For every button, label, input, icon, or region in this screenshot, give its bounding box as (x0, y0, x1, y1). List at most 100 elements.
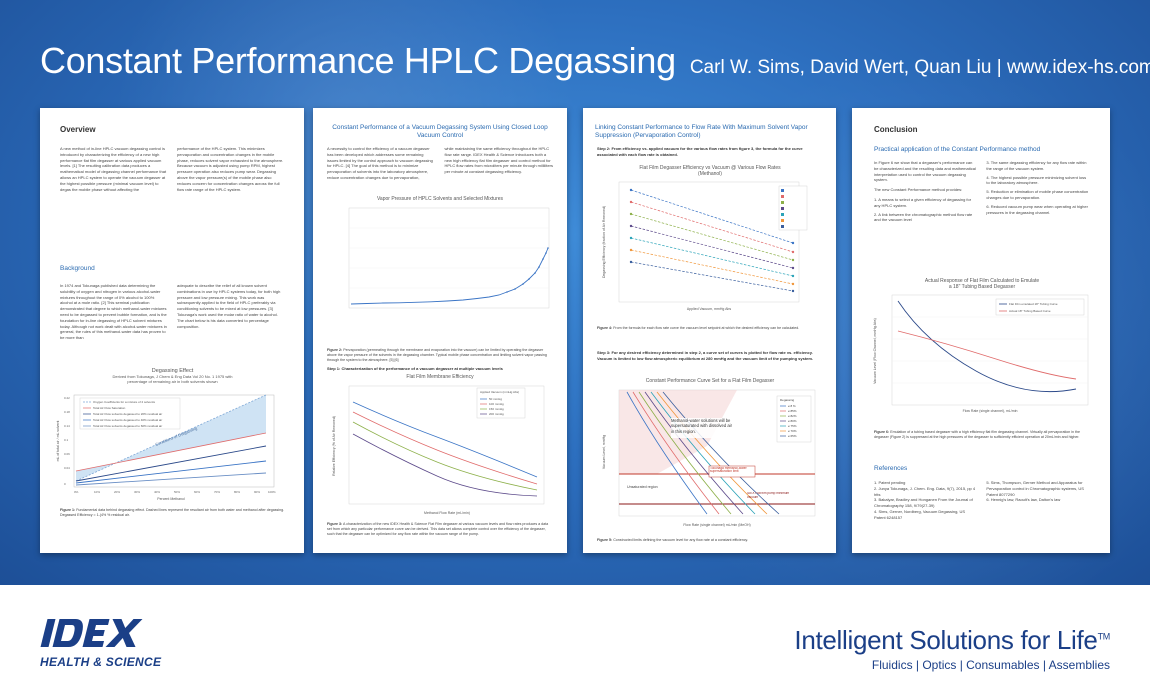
legend-item: Actual 18" Tubing Based Curve (1009, 309, 1051, 313)
emulation-chart: Flat Film emulated 18" Tubing Curve Actu… (873, 294, 1089, 413)
panel-linking-performance: Linking Constant Performance to Flow Rat… (583, 108, 836, 553)
legend-item: Total Air Flow solvents degassed to 60% … (93, 424, 162, 428)
vapor-pressure-series (350, 247, 549, 305)
legend-item: Total Air Flow Saturation (93, 406, 126, 410)
series-150-mmhg (352, 421, 538, 491)
legend-title: Applied Vacuum (mmHg Abs) (480, 390, 519, 394)
poster-header: Constant Performance HPLC Degassing Carl… (40, 40, 1150, 90)
svg-text:90%: 90% (254, 490, 260, 494)
benefit-item: 5. Reduction or elimination of mobile ph… (986, 189, 1089, 200)
panel2-intro-col2: while maintaining the same efficiency th… (444, 146, 554, 175)
vapor-pressure-chart (348, 207, 550, 309)
idex-logo-subtitle: HEALTH & SCIENCE (40, 655, 162, 669)
panel3-heading: Linking Constant Performance to Flow Rat… (595, 124, 808, 140)
svg-text:60%: 60% (194, 490, 200, 494)
reference-item: 1. Patent pending (874, 480, 906, 485)
emulation-chart-ylabel: Vacuum Level (Flow Channel, mmHg Abs) (873, 318, 877, 384)
degassed-60-line (75, 472, 267, 486)
svg-text:≥ 75%: ≥ 75% (788, 424, 797, 428)
svg-text:80%: 80% (234, 490, 240, 494)
svg-text:200 mmHg: 200 mmHg (489, 412, 504, 416)
benefit-item: 1. A means to select a given efficiency … (874, 196, 972, 208)
reference-item: 5. Sims, Thompson, Gerner Method and App… (986, 480, 1084, 497)
footer-subtagline: Fluidics | Optics | Consumables | Assemb… (871, 658, 1110, 672)
figure-3-caption: Figure 3: A characterization of the new … (327, 522, 549, 537)
efficiency-vacuum-xlabel: Applied Vacuum, mmHg Abs (687, 307, 732, 311)
poster-title: Constant Performance HPLC Degassing (40, 40, 676, 81)
svg-text:70%: 70% (214, 490, 220, 494)
flow-rate-line (630, 261, 794, 292)
benefit-item: 2. A link between the chromatographic me… (874, 211, 973, 223)
efficiency-vacuum-chart-title: Flat Film Degasser Efficiency vs Vacuum … (639, 165, 781, 171)
efficiency-chart-ylabel: Relative Efficiency (% of Air Removed) (332, 416, 336, 476)
figure-5-caption: Figure 5: Constructed limits defining th… (597, 538, 749, 542)
svg-text:0.18: 0.18 (64, 410, 70, 414)
panel-overview: Overview A new method of in-line HPLC va… (40, 108, 304, 553)
efficiency-chart-title: Flat Film Membrane Efficiency (406, 374, 474, 380)
figure-1-caption: Figure 1: Fundamental data behind degass… (60, 508, 285, 518)
benefit-item: 6. Reduced vacuum pump wear when operati… (986, 203, 1088, 215)
conclusion-heading: Conclusion (874, 125, 918, 134)
flow-rate-line (630, 189, 794, 244)
footer-tagline: Intelligent Solutions for LifeTM (794, 625, 1110, 655)
supersaturated-annotation: Methanol-water solutions will be supersa… (671, 418, 732, 434)
efficiency-curve (656, 391, 768, 515)
svg-text:20%: 20% (114, 490, 120, 494)
reference-item: 3. Bakalyar, Bradley and Honganen From t… (874, 497, 973, 509)
references-col2: 5. Sims, Thompson, Gerner Method and App… (986, 480, 1090, 521)
practical-application-heading: Practical application of the Constant Pe… (874, 146, 1041, 153)
emulation-chart-xlabel: Flow Rate (single channel), mL/min (963, 409, 1018, 413)
svg-text:0: 0 (64, 482, 66, 486)
poster-banner: Constant Performance HPLC Degassing Carl… (0, 0, 1150, 585)
step-3-text: Step 3: For any desired efficiency deter… (597, 350, 814, 361)
overview-col1: A new method of in-line HPLC vacuum dega… (60, 146, 167, 192)
step-1-text: Step 1: Characterization of the performa… (327, 366, 503, 371)
efficiency-vacuum-chart: Applied Vacuum, mmHg Abs Degassing Effic… (602, 181, 808, 311)
svg-text:0.06: 0.06 (64, 452, 70, 456)
svg-text:40%: 40% (154, 490, 160, 494)
emulation-chart-subtitle: a 18" Tubing Based Degasser (948, 284, 1016, 290)
references-heading: References (874, 465, 908, 472)
svg-text:≥ 70%: ≥ 70% (788, 429, 797, 433)
actual-tubing-curve (897, 330, 1077, 380)
series-100-mmhg (352, 411, 538, 485)
idex-logo (40, 619, 143, 647)
svg-text:≥ 82%: ≥ 82% (788, 414, 797, 418)
legend-item: Flat Film emulated 18" Tubing Curve (1009, 302, 1058, 306)
degassing-chart-subtitle-1: Derived from Tokunaga, J Chem & Eng Data… (112, 374, 233, 379)
svg-text:≥ 8 %: ≥ 8 % (788, 404, 796, 408)
conclusion-col2: 3. The same degassing efficiency for any… (986, 160, 1090, 226)
degassing-chart-ylabel: mL of total air / mL solvent (56, 421, 60, 462)
degassing-chart-xlabel: Percent Methanol (157, 497, 185, 501)
membrane-efficiency-chart: Applied Vacuum (mmHg Abs) 50 mmHg 100 mm… (332, 385, 545, 515)
curve-set-chart: Methanol-water solutions will be supersa… (602, 389, 816, 527)
svg-text:30%: 30% (134, 490, 140, 494)
degassing-effect-chart: Conditions of Outgassing 0.220.180.14 0.… (56, 394, 276, 501)
supersaturation-limit-label: Tokunaga methanol-water supersaturation … (710, 466, 747, 474)
efficiency-curve (632, 391, 720, 515)
background-col1: In 1974 and Tokunaga published data dete… (60, 283, 167, 341)
efficiency-curve (638, 391, 732, 515)
figure-4-caption: Figure 4: From the formula for each flow… (597, 326, 800, 330)
curve-set-xlabel: Flow Rate (single channel) mL/min (MeOH) (683, 523, 750, 527)
curve-legend-title: Degassing (780, 398, 795, 402)
poster-authors: Carl W. Sims, David Wert, Quan Liu | www… (689, 57, 1150, 78)
degassing-chart-subtitle-2: percentage of remaining air in both solv… (127, 379, 218, 384)
figure-6-caption: Figure 6: Emulation of a tubing based de… (874, 430, 1081, 440)
svg-text:50%: 50% (174, 490, 180, 494)
legend-item: Total Air Flow solvents degassed to 20% … (93, 412, 162, 416)
poster-footer: HEALTH & SCIENCE Intelligent Solutions f… (0, 585, 1150, 690)
overview-col2: performance of the HPLC system. This min… (177, 146, 284, 192)
legend-item: Oxygen Coefficients for a mixture of 2 s… (93, 400, 155, 404)
background-col2: adequate to describe the relief of all k… (177, 283, 281, 329)
svg-text:0.14: 0.14 (64, 424, 70, 428)
benefit-item: 4. The highest possible pressure minimiz… (986, 174, 1087, 186)
flow-rate-line (630, 249, 794, 285)
svg-text:≥ 85%: ≥ 85% (788, 409, 797, 413)
svg-text:0.22: 0.22 (64, 396, 70, 400)
panel-conclusion: Conclusion Practical application of the … (852, 108, 1110, 553)
panel2-intro-col1: A necessity to control the efficiency of… (327, 146, 433, 180)
figure-2-caption: Figure 2: Pervaporation (permeating thro… (327, 348, 547, 363)
svg-text:10%: 10% (94, 490, 100, 494)
curve-set-chart-title: Constant Performance Curve Set for a Fla… (645, 378, 775, 384)
